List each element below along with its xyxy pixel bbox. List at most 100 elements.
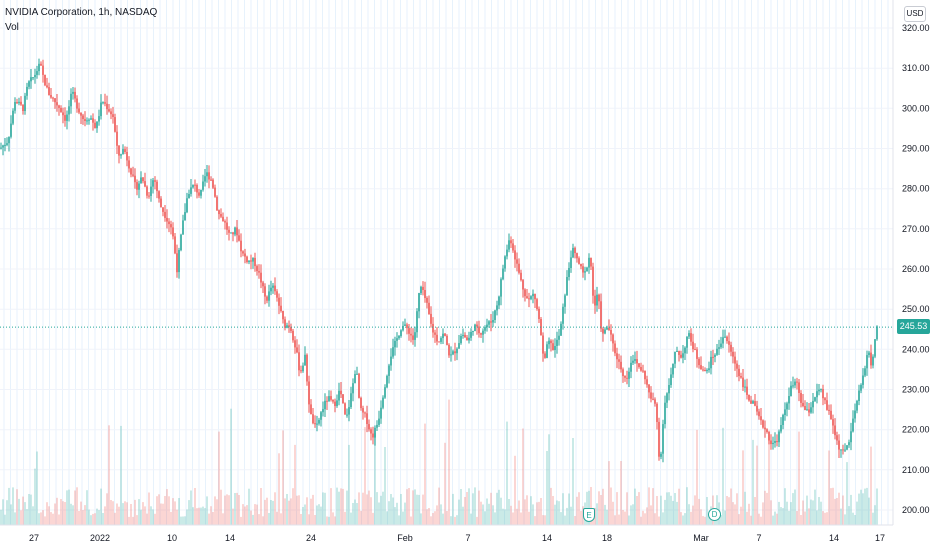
candle-body: [322, 409, 324, 413]
volume-bar: [192, 507, 194, 525]
candle-body: [228, 229, 230, 233]
symbol-title[interactable]: NVIDIA Corporation, 1h, NASDAQ: [5, 7, 158, 18]
volume-bar: [828, 450, 830, 525]
volume-bar: [478, 490, 480, 525]
dividend-event-icon[interactable]: D: [708, 508, 721, 521]
candle-body: [826, 400, 828, 410]
volume-bar: [624, 511, 626, 525]
candle-body: [142, 177, 144, 182]
candle-body: [646, 379, 648, 385]
price-axis[interactable]: 200.00 210.00 220.00 230.00 240.00 250.00 260.…: [902, 23, 930, 515]
candle-body: [382, 397, 384, 408]
candle-body: [832, 419, 834, 426]
candle-body: [418, 293, 420, 312]
candle-body: [456, 348, 458, 354]
volume-bar: [200, 507, 202, 525]
volume-bar: [280, 513, 282, 525]
candle-body: [274, 285, 276, 292]
volume-bar: [836, 498, 838, 525]
candle-body: [686, 336, 688, 348]
volume-bar: [324, 492, 326, 525]
candle-body: [800, 393, 802, 403]
volume-bar: [160, 503, 162, 525]
candle-body: [596, 294, 598, 306]
candle-body: [650, 392, 652, 399]
volume-bar: [458, 499, 460, 525]
volume-bar: [568, 493, 570, 525]
volume-bar: [152, 509, 154, 525]
volume-bar: [18, 498, 20, 525]
candle-body: [310, 404, 312, 415]
volume-bar: [416, 494, 418, 525]
candle-body: [564, 295, 566, 307]
candle-body: [170, 224, 172, 228]
candle-body: [338, 390, 340, 401]
volume-bar: [204, 508, 206, 525]
volume-bar: [170, 511, 172, 525]
candle-body: [214, 187, 216, 197]
volume-bar: [686, 487, 688, 525]
volume-bar: [198, 507, 200, 525]
candle-body: [860, 384, 862, 391]
currency-badge[interactable]: USD: [904, 6, 926, 22]
candle-body: [182, 220, 184, 235]
volume-bar: [238, 495, 240, 525]
candle-body: [140, 177, 142, 184]
volume-bar: [104, 506, 106, 525]
candle-body: [166, 217, 168, 222]
candle-body: [94, 122, 96, 129]
volume-bar: [442, 513, 444, 525]
volume-bar: [440, 504, 442, 525]
volume-bar: [486, 498, 488, 525]
volume-bar: [470, 513, 472, 525]
volume-bar: [314, 515, 316, 525]
earnings-event-icon[interactable]: E: [583, 508, 595, 522]
candle-body: [42, 65, 44, 75]
volume-bar: [350, 512, 352, 525]
volume-legend-label[interactable]: Vol: [5, 22, 19, 33]
volume-bar: [576, 496, 578, 525]
volume-bar: [394, 507, 396, 525]
volume-bar: [500, 497, 502, 525]
volume-bar: [536, 502, 538, 525]
volume-bar: [16, 489, 18, 525]
volume-bar: [746, 511, 748, 525]
candle-body: [820, 389, 822, 391]
volume-bar: [262, 516, 264, 525]
candle-body: [432, 323, 434, 333]
volume-bar: [484, 511, 486, 525]
volume-bar: [4, 514, 6, 525]
volume-bar: [730, 488, 732, 525]
candle-body: [352, 383, 354, 394]
volume-bar: [860, 489, 862, 525]
volume-bar: [58, 514, 60, 525]
candle-body: [762, 420, 764, 428]
candle-body: [232, 232, 234, 235]
candle-body: [470, 332, 472, 338]
volume-bar: [122, 503, 124, 525]
volume-bar: [10, 504, 12, 525]
candle-body: [780, 425, 782, 432]
volume-bar: [758, 513, 760, 525]
candle-body: [694, 349, 696, 351]
candle-body: [284, 319, 286, 328]
candle-body: [368, 424, 370, 430]
candle-body: [760, 416, 762, 421]
volume-bar: [348, 444, 350, 525]
candle-body: [742, 377, 744, 388]
candle-body: [590, 257, 592, 267]
volume-bar: [0, 509, 2, 525]
time-axis[interactable]: 27 2022 10 14 24 Feb 7 14 18 Mar 7 14 17: [29, 533, 885, 543]
candle-body: [846, 445, 848, 450]
volume-bar: [228, 495, 230, 525]
candle-body: [210, 179, 212, 181]
candle-body: [816, 391, 818, 398]
candle-body: [640, 367, 642, 371]
volume-bar: [194, 488, 196, 525]
candle-body: [602, 328, 604, 334]
volume-bar: [264, 499, 266, 525]
candle-body: [38, 63, 40, 72]
volume-bar: [628, 515, 630, 525]
volume-bar: [652, 488, 654, 525]
candle-body: [440, 338, 442, 342]
